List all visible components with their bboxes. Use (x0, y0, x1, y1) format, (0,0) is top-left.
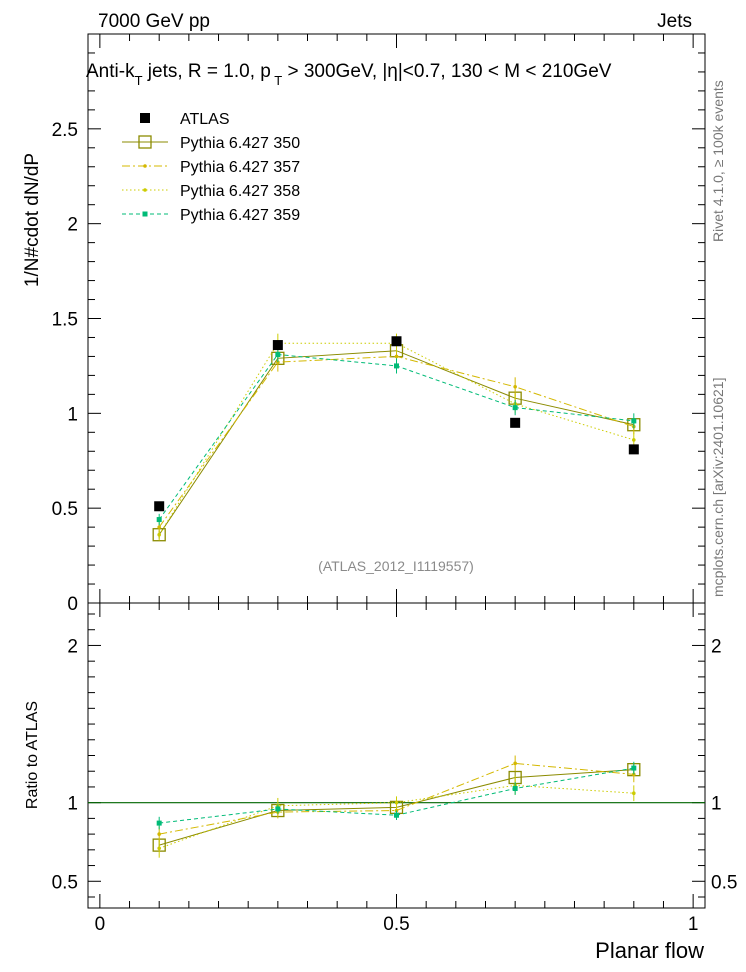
legend-item-p359: Pythia 6.427 359 (122, 207, 300, 224)
ratio-y-ticks: 0.5 0.5 1 1 2 2 (52, 613, 737, 898)
main-point-p357 (513, 384, 517, 389)
rivet-label: Rivet 4.1.0, ≥ 100k events (710, 80, 726, 242)
legend-label-p357: Pythia 6.427 357 (180, 159, 300, 176)
ratio-series-p359 (156, 761, 637, 830)
legend-label-atlas: ATLAS (180, 111, 230, 128)
main-y-tick-label: 2 (67, 215, 78, 236)
legend-marker-p358 (143, 188, 147, 192)
legend: ATLAS Pythia 6.427 350 Pythia 6.427 357 Pyt… (122, 111, 300, 224)
ratio-point-p359 (512, 786, 518, 792)
main-point-p359 (394, 363, 399, 369)
legend-label-p358: Pythia 6.427 358 (180, 183, 300, 200)
ratio-y-tick-label: 1 (67, 794, 78, 815)
legend-marker-p359 (142, 211, 148, 217)
mcplots-label: mcplots.cern.ch [arXiv:2401.10621] (710, 378, 726, 597)
main-point-atlas (510, 417, 521, 428)
legend-item-p357: Pythia 6.427 357 (122, 159, 300, 176)
main-y-tick-label: 0 (67, 594, 78, 615)
ratio-y-tick-label-right: 1 (711, 794, 722, 815)
main-y-tick-label: 1 (67, 404, 78, 425)
main-point-p359 (275, 352, 281, 358)
ratio-point-p359 (156, 820, 162, 826)
legend-item-atlas: ATLAS (140, 111, 230, 128)
ratio-point-p357 (157, 832, 161, 836)
main-y-tick-label: 2.5 (52, 120, 78, 141)
main-point-atlas (628, 444, 639, 455)
main-series-p350 (152, 344, 641, 542)
ratio-point-p358 (632, 791, 636, 796)
main-point-p359 (156, 517, 162, 523)
header-right: Jets (657, 11, 692, 32)
ratio-x-ticks: 0 0.5 1 (95, 603, 699, 935)
main-series-atlas (154, 336, 639, 512)
main-point-atlas (272, 340, 283, 351)
ratio-ylabel: Ratio to ATLAS (24, 701, 41, 809)
main-point-p359 (631, 418, 637, 424)
ratio-y-tick-label-right: 0.5 (711, 872, 737, 893)
ratio-point-p359 (394, 812, 399, 818)
watermark: (ATLAS_2012_I1119557) (318, 558, 474, 574)
main-series (152, 333, 641, 542)
x-tick-label: 0.5 (383, 914, 409, 935)
ratio-point-p359 (631, 765, 637, 771)
main-y-tick-label: 1.5 (52, 310, 78, 331)
main-title: Anti-kT jets, R = 1.0, p T > 300GeV, |η|… (86, 61, 612, 88)
x-tick-label: 1 (688, 914, 699, 935)
main-series-p359 (156, 346, 637, 526)
main-plot: 0 0.5 1 1.5 2 2.5 1/N#cdot dN/dP Anti-kT jets… (22, 33, 706, 615)
main-y-tick-label: 0.5 (52, 499, 78, 520)
main-y-ticks: 0 0.5 1 1.5 2 2.5 (52, 52, 705, 615)
legend-label-p359: Pythia 6.427 359 (180, 207, 300, 224)
main-ylabel: 1/N#cdot dN/dP (22, 153, 43, 287)
ratio-point-p357 (513, 761, 517, 766)
ratio-y-tick-label: 0.5 (52, 872, 78, 893)
ratio-point-p359 (275, 806, 281, 812)
x-tick-label: 0 (95, 914, 106, 935)
main-point-p359 (512, 405, 518, 411)
main-point-p357 (276, 360, 280, 364)
main-x-ticks (99, 34, 694, 603)
ratio-plot: 0.5 0.51 12 2 0 0.5 1 Ratio to ATLAS Planar f… (24, 602, 737, 963)
main-point-p357 (394, 354, 399, 359)
legend-item-p358: Pythia 6.427 358 (122, 183, 300, 200)
legend-label-p350: Pythia 6.427 350 (180, 135, 300, 152)
legend-marker-p357 (143, 164, 147, 168)
header-left: 7000 GeV pp (98, 11, 210, 32)
ratio-point-p358 (394, 800, 399, 805)
ratio-y-tick-label-right: 2 (711, 636, 722, 657)
x-axis-label: Planar flow (595, 938, 704, 963)
main-line-p359 (158, 353, 634, 520)
ratio-series (88, 755, 705, 858)
ratio-line-p357 (159, 762, 634, 835)
ratio-point-p358 (157, 846, 161, 851)
main-point-p357 (157, 525, 161, 529)
ratio-y-tick-label: 2 (67, 636, 78, 657)
legend-marker-p350 (138, 135, 152, 149)
main-point-p358 (632, 438, 636, 442)
main-series-p357 (157, 346, 636, 533)
legend-item-p350: Pythia 6.427 350 (122, 135, 300, 152)
main-point-p358 (157, 532, 161, 537)
legend-marker-atlas (140, 113, 150, 123)
main-line-p350 (158, 350, 634, 535)
main-line-p357 (158, 355, 634, 528)
ratio-plot-frame (87, 602, 706, 909)
main-point-atlas (154, 501, 165, 512)
main-point-atlas (391, 336, 402, 347)
